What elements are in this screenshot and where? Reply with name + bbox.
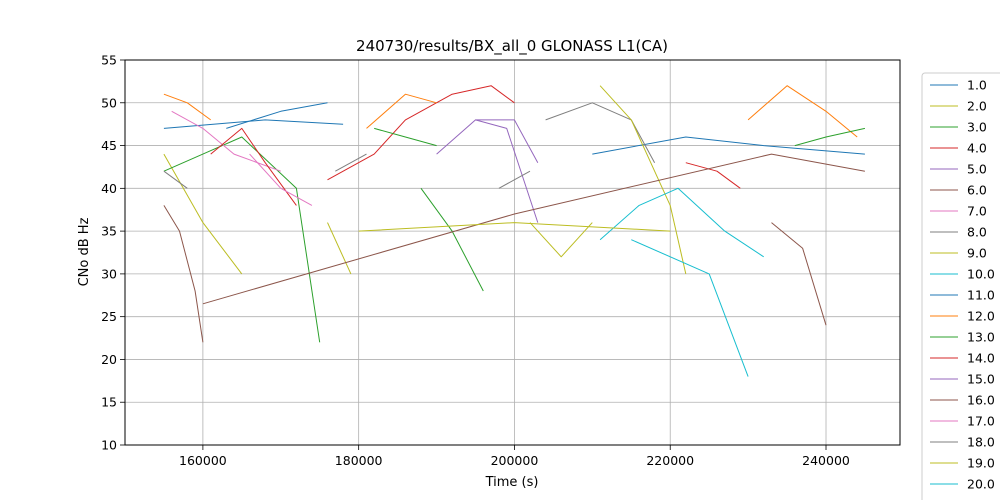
- legend-label: 20.0: [967, 477, 995, 492]
- y-tick-label: 20: [101, 352, 117, 367]
- series-line-18.0: [335, 153, 367, 172]
- series-line-2.0: [529, 222, 593, 258]
- series-line-3.0: [420, 188, 484, 292]
- legend-label: 14.0: [967, 351, 995, 366]
- x-tick-label: 160000: [179, 453, 227, 468]
- legend-label: 12.0: [967, 309, 995, 324]
- y-tick-label: 30: [101, 266, 117, 281]
- x-axis-title: Time (s): [485, 475, 539, 490]
- y-tick-label: 45: [101, 138, 117, 153]
- series-line-12.0: [366, 93, 437, 129]
- legend-label: 9.0: [967, 246, 987, 261]
- legend-label: 7.0: [967, 204, 987, 219]
- series-line-1.0: [592, 136, 865, 155]
- series-line-9.0: [599, 85, 687, 275]
- legend-label: 8.0: [967, 225, 987, 240]
- y-tick-label: 10: [101, 438, 117, 453]
- series-line-11.0: [226, 102, 328, 129]
- legend-label: 16.0: [967, 393, 995, 408]
- legend-label: 4.0: [967, 141, 987, 156]
- legend-label: 19.0: [967, 456, 995, 471]
- y-tick-label: 15: [101, 395, 117, 410]
- series-line-14.0: [210, 127, 297, 206]
- series-line-12.0: [163, 93, 211, 121]
- y-axis: 10 15 20 25 30 35 40 45 50 55: [101, 53, 125, 453]
- legend: 1.0 2.0 3.0 4.0 5.0 6.0 7.0 8.0 9.0 10.0 11.0 12.0 1…: [921, 72, 1000, 500]
- legend-label: 6.0: [967, 183, 987, 198]
- chart-title: 240730/results/BX_all_0 GLONASS L1(CA): [356, 37, 668, 56]
- legend-label: 11.0: [967, 288, 995, 303]
- legend-label: 17.0: [967, 414, 995, 429]
- legend-label: 18.0: [967, 435, 995, 450]
- series-line-19.0: [358, 222, 671, 232]
- series-line-16.0: [202, 153, 865, 305]
- legend-label: 5.0: [967, 162, 987, 177]
- y-tick-label: 50: [101, 95, 117, 110]
- legend-label: 2.0: [967, 99, 987, 114]
- series-line-18.0: [498, 170, 531, 189]
- series-line-13.0: [374, 127, 437, 147]
- x-tick-label: 180000: [335, 453, 383, 468]
- legend-label: 10.0: [967, 267, 995, 282]
- x-tick-label: 220000: [646, 453, 694, 468]
- series-line-10.0: [599, 187, 764, 258]
- legend-box: [921, 72, 1000, 500]
- y-tick-label: 55: [101, 53, 117, 68]
- series-line-20.0: [631, 239, 749, 377]
- series-line-9.0: [327, 222, 352, 275]
- x-tick-label: 200000: [491, 453, 539, 468]
- y-tick-label: 35: [101, 224, 117, 239]
- series-line-8.0: [545, 102, 656, 163]
- series-line-13.0: [794, 127, 866, 147]
- legend-label: 3.0: [967, 120, 987, 135]
- x-axis: 160000 180000 200000 220000 240000: [179, 445, 850, 468]
- series-line-17.0: [249, 153, 313, 206]
- series-line-4.0: [327, 85, 515, 181]
- series-line-6.0: [771, 222, 827, 326]
- series-line-14.0: [685, 162, 741, 189]
- legend-label: 1.0: [967, 78, 987, 93]
- series-line-15.0: [475, 119, 539, 163]
- plot-frame: [124, 59, 901, 446]
- plot-area: [163, 85, 866, 377]
- series-line-2.0: [163, 153, 243, 275]
- legend-label: 13.0: [967, 330, 995, 345]
- x-tick-label: 240000: [802, 453, 850, 468]
- series-line-3.0: [163, 136, 321, 343]
- legend-label: 15.0: [967, 372, 995, 387]
- y-tick-label: 25: [101, 309, 117, 324]
- y-axis-title: CNo dB Hz: [77, 217, 92, 286]
- series-line-12.0: [747, 85, 858, 138]
- y-tick-label: 40: [101, 181, 117, 196]
- series-line-18.0: [163, 170, 188, 189]
- series-line-6.0: [163, 205, 204, 343]
